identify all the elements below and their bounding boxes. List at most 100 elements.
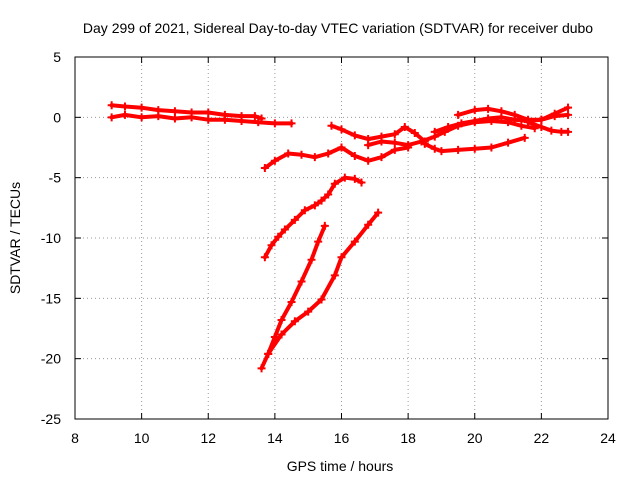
x-tick-label: 14 bbox=[267, 430, 283, 446]
data-point bbox=[324, 149, 333, 158]
data-point bbox=[564, 127, 573, 136]
data-point bbox=[120, 102, 129, 111]
data-point bbox=[314, 237, 323, 246]
data-point bbox=[390, 145, 399, 154]
data-point bbox=[357, 178, 366, 187]
x-tick-label: 8 bbox=[71, 430, 79, 446]
data-point bbox=[304, 307, 313, 316]
data-point bbox=[470, 106, 479, 115]
data-point bbox=[377, 137, 386, 146]
data-point bbox=[537, 115, 546, 124]
data-point bbox=[377, 153, 386, 162]
series-trace-3 bbox=[262, 145, 411, 170]
series-trace-12 bbox=[266, 210, 381, 356]
data-point bbox=[470, 116, 479, 125]
data-point bbox=[364, 220, 373, 229]
series-layer bbox=[107, 101, 573, 373]
data-point bbox=[340, 173, 349, 182]
y-tick-label: -25 bbox=[41, 411, 61, 427]
data-point bbox=[524, 118, 533, 127]
data-point bbox=[437, 147, 446, 156]
y-tick-label: -20 bbox=[41, 351, 61, 367]
data-point bbox=[374, 208, 383, 217]
x-tick-label: 10 bbox=[134, 430, 150, 446]
data-point bbox=[430, 144, 439, 153]
data-point bbox=[410, 129, 419, 138]
data-point bbox=[327, 121, 336, 130]
data-point bbox=[310, 153, 319, 162]
data-point bbox=[320, 221, 329, 230]
data-point bbox=[107, 113, 116, 122]
data-point bbox=[350, 151, 359, 160]
data-point bbox=[484, 114, 493, 123]
series-trace-10 bbox=[262, 175, 364, 260]
y-tick-label: 5 bbox=[53, 49, 61, 65]
x-tick-label: 24 bbox=[600, 430, 616, 446]
data-point bbox=[337, 143, 346, 152]
data-point bbox=[274, 232, 283, 241]
data-point bbox=[454, 145, 463, 154]
data-point bbox=[537, 122, 546, 131]
data-point bbox=[154, 112, 163, 121]
data-point bbox=[204, 108, 213, 117]
y-tick-label: 0 bbox=[53, 109, 61, 125]
data-point bbox=[520, 133, 529, 142]
data-point bbox=[307, 255, 316, 264]
axis-ticks: 8 10 12 14 16 18 20 22 24 5 0 -5 -10 -15 -20 -25 bbox=[41, 49, 616, 446]
y-tick-label: -15 bbox=[41, 290, 61, 306]
data-point bbox=[260, 253, 269, 262]
data-point bbox=[267, 241, 276, 250]
data-point bbox=[120, 110, 129, 119]
data-point bbox=[250, 112, 259, 121]
data-point bbox=[337, 253, 346, 262]
data-point bbox=[310, 201, 319, 210]
data-point bbox=[270, 156, 279, 165]
data-point bbox=[330, 179, 339, 188]
data-point bbox=[287, 297, 296, 306]
data-point bbox=[297, 150, 306, 159]
y-axis-label: SDTVAR / TECUs bbox=[7, 182, 23, 294]
data-point bbox=[420, 139, 429, 148]
data-point bbox=[390, 130, 399, 139]
data-point bbox=[300, 206, 309, 215]
data-point bbox=[204, 115, 213, 124]
data-point bbox=[270, 119, 279, 128]
data-point bbox=[454, 110, 463, 119]
data-point bbox=[550, 112, 559, 121]
data-point bbox=[237, 116, 246, 125]
data-point bbox=[457, 119, 466, 128]
data-point bbox=[504, 138, 513, 147]
data-point bbox=[470, 144, 479, 153]
data-point bbox=[350, 131, 359, 140]
data-point bbox=[257, 364, 266, 373]
y-tick-label: -10 bbox=[41, 230, 61, 246]
plot-frame bbox=[74, 56, 609, 420]
data-point bbox=[564, 103, 573, 112]
data-point bbox=[220, 115, 229, 124]
data-point bbox=[290, 317, 299, 326]
data-point bbox=[497, 113, 506, 122]
data-point bbox=[390, 138, 399, 147]
data-point bbox=[254, 118, 263, 127]
data-point bbox=[324, 190, 333, 199]
x-tick-label: 18 bbox=[400, 430, 416, 446]
y-tick-label: -5 bbox=[49, 170, 62, 186]
data-point bbox=[350, 237, 359, 246]
data-point bbox=[280, 225, 289, 234]
data-point bbox=[170, 114, 179, 123]
data-point bbox=[260, 164, 269, 173]
x-tick-label: 22 bbox=[534, 430, 550, 446]
data-point bbox=[547, 126, 556, 135]
data-point bbox=[170, 107, 179, 116]
data-point bbox=[487, 143, 496, 152]
data-point bbox=[484, 104, 493, 113]
data-point bbox=[510, 115, 519, 124]
data-point bbox=[444, 122, 453, 131]
data-point bbox=[430, 127, 439, 136]
data-point bbox=[317, 196, 326, 205]
data-point bbox=[337, 125, 346, 134]
x-tick-label: 16 bbox=[334, 430, 350, 446]
x-axis-label: GPS time / hours bbox=[287, 458, 394, 474]
data-point bbox=[364, 141, 373, 150]
